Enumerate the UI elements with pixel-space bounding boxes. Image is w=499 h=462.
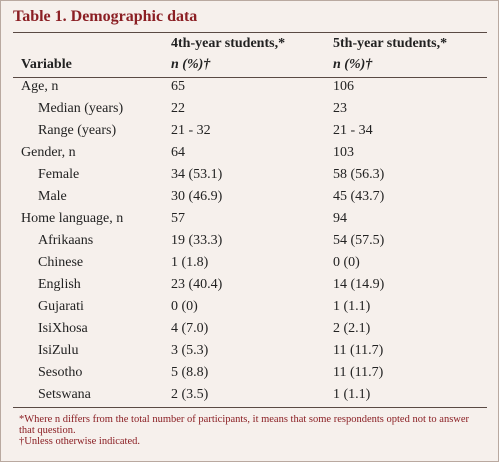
row-label: Male (38, 189, 67, 204)
cell: 22 (171, 101, 185, 116)
cell: 23 (333, 101, 347, 116)
cell: 4 (7.0) (171, 321, 209, 336)
cell: 11 (11.7) (333, 343, 384, 358)
column-header: 5th-year students,* (333, 36, 448, 51)
row-label: Gujarati (38, 299, 84, 314)
cell: 1 (1.1) (333, 387, 371, 402)
row-label: Age, n (21, 79, 59, 94)
rule (13, 407, 487, 408)
cell: 57 (171, 211, 185, 226)
row-label: English (38, 277, 81, 292)
cell: 58 (56.3) (333, 167, 385, 182)
cell: 21 - 32 (171, 123, 211, 138)
column-header: n (%)† (333, 57, 373, 72)
cell: 1 (1.1) (333, 299, 371, 314)
row-label: Female (38, 167, 80, 182)
row-label: Range (years) (38, 123, 117, 138)
row-label: IsiXhosa (38, 321, 88, 336)
cell: 94 (333, 211, 347, 226)
cell: 1 (1.8) (171, 255, 209, 270)
row-label: Setswana (38, 387, 91, 402)
row-label: IsiZulu (38, 343, 79, 358)
cell: 45 (43.7) (333, 189, 385, 204)
table-title: Table 1. Demographic data (13, 8, 198, 25)
row-label: Chinese (38, 255, 84, 270)
header-variable: Variable (21, 57, 72, 72)
cell: 11 (11.7) (333, 365, 384, 380)
rule (13, 77, 487, 78)
cell: 54 (57.5) (333, 233, 385, 248)
row-label: Sesotho (38, 365, 83, 380)
cell: 3 (5.3) (171, 343, 209, 358)
row-label: Gender, n (21, 145, 76, 160)
row-label: Afrikaans (38, 233, 94, 248)
cell: 2 (3.5) (171, 387, 209, 402)
footnote: †Unless otherwise indicated. (19, 436, 141, 447)
footnote: *Where n differs from the total number o… (19, 414, 470, 436)
cell: 0 (0) (171, 299, 198, 314)
cell: 65 (171, 79, 185, 94)
cell: 106 (333, 79, 354, 94)
row-label: Home language, n (21, 211, 124, 226)
cell: 5 (8.8) (171, 365, 209, 380)
cell: 0 (0) (333, 255, 360, 270)
cell: 34 (53.1) (171, 167, 223, 182)
rule (13, 32, 487, 33)
cell: 23 (40.4) (171, 277, 223, 292)
cell: 21 - 34 (333, 123, 373, 138)
row-label: Median (years) (38, 101, 124, 116)
cell: 14 (14.9) (333, 277, 385, 292)
cell: 2 (2.1) (333, 321, 371, 336)
column-header: n (%)† (171, 57, 211, 72)
column-header: 4th-year students,* (171, 36, 286, 51)
cell: 19 (33.3) (171, 233, 223, 248)
cell: 30 (46.9) (171, 189, 223, 204)
cell: 64 (171, 145, 185, 160)
cell: 103 (333, 145, 354, 160)
